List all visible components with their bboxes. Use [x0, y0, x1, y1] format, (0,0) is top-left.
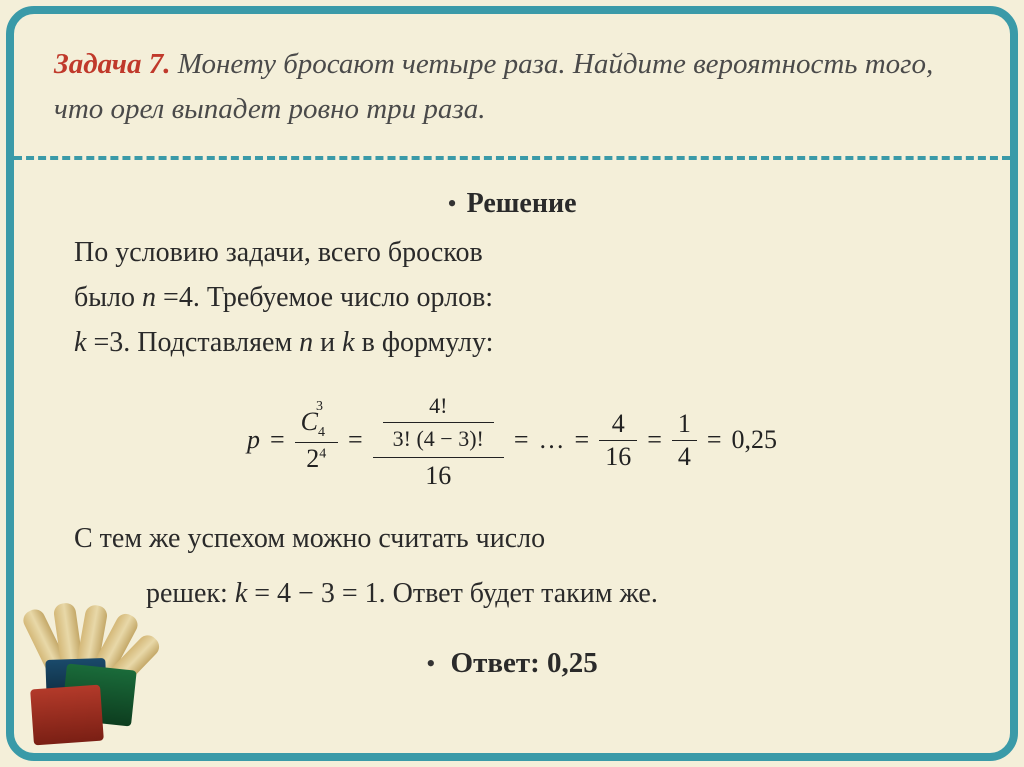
frac-1: C43 24	[295, 408, 338, 474]
formula: p = C43 24 = 4! 3! (4 − 3)!	[74, 389, 950, 493]
solution-body: • Решение По условию задачи, всего броск…	[14, 160, 1010, 684]
frac-2: 4! 3! (4 − 3)! 16	[373, 389, 504, 493]
frac-4: 1 4	[672, 410, 697, 472]
bullet-icon: •	[447, 186, 456, 222]
problem-header: Задача 7. Монету бросают четыре раза. На…	[14, 14, 1010, 152]
solution-title-row: • Решение	[74, 184, 950, 233]
solution-line-1: По условию задачи, всего бросков	[74, 233, 950, 272]
books-scrolls-icon	[24, 593, 154, 743]
answer-row: • Ответ: 0,25	[74, 643, 950, 684]
bullet-icon: •	[426, 649, 435, 678]
answer-label: Ответ:	[451, 647, 540, 679]
slide-frame: Задача 7. Монету бросают четыре раза. На…	[6, 6, 1018, 761]
problem-text: Монету бросают четыре раза. Найдите веро…	[54, 48, 933, 125]
solution-line-2: было n =4. Требуемое число орлов:	[74, 278, 950, 317]
solution-title: Решение	[467, 184, 577, 223]
note-line-1: С тем же успехом можно считать число	[74, 519, 950, 558]
answer-value: 0,25	[540, 647, 598, 679]
solution-line-3: k =3. Подставляем n и k в формулу:	[74, 323, 950, 362]
note-line-2: решек: k = 4 − 3 = 1. Ответ будет таким …	[74, 574, 950, 613]
problem-label: Задача 7.	[54, 48, 170, 80]
frac-3: 4 16	[599, 410, 637, 472]
